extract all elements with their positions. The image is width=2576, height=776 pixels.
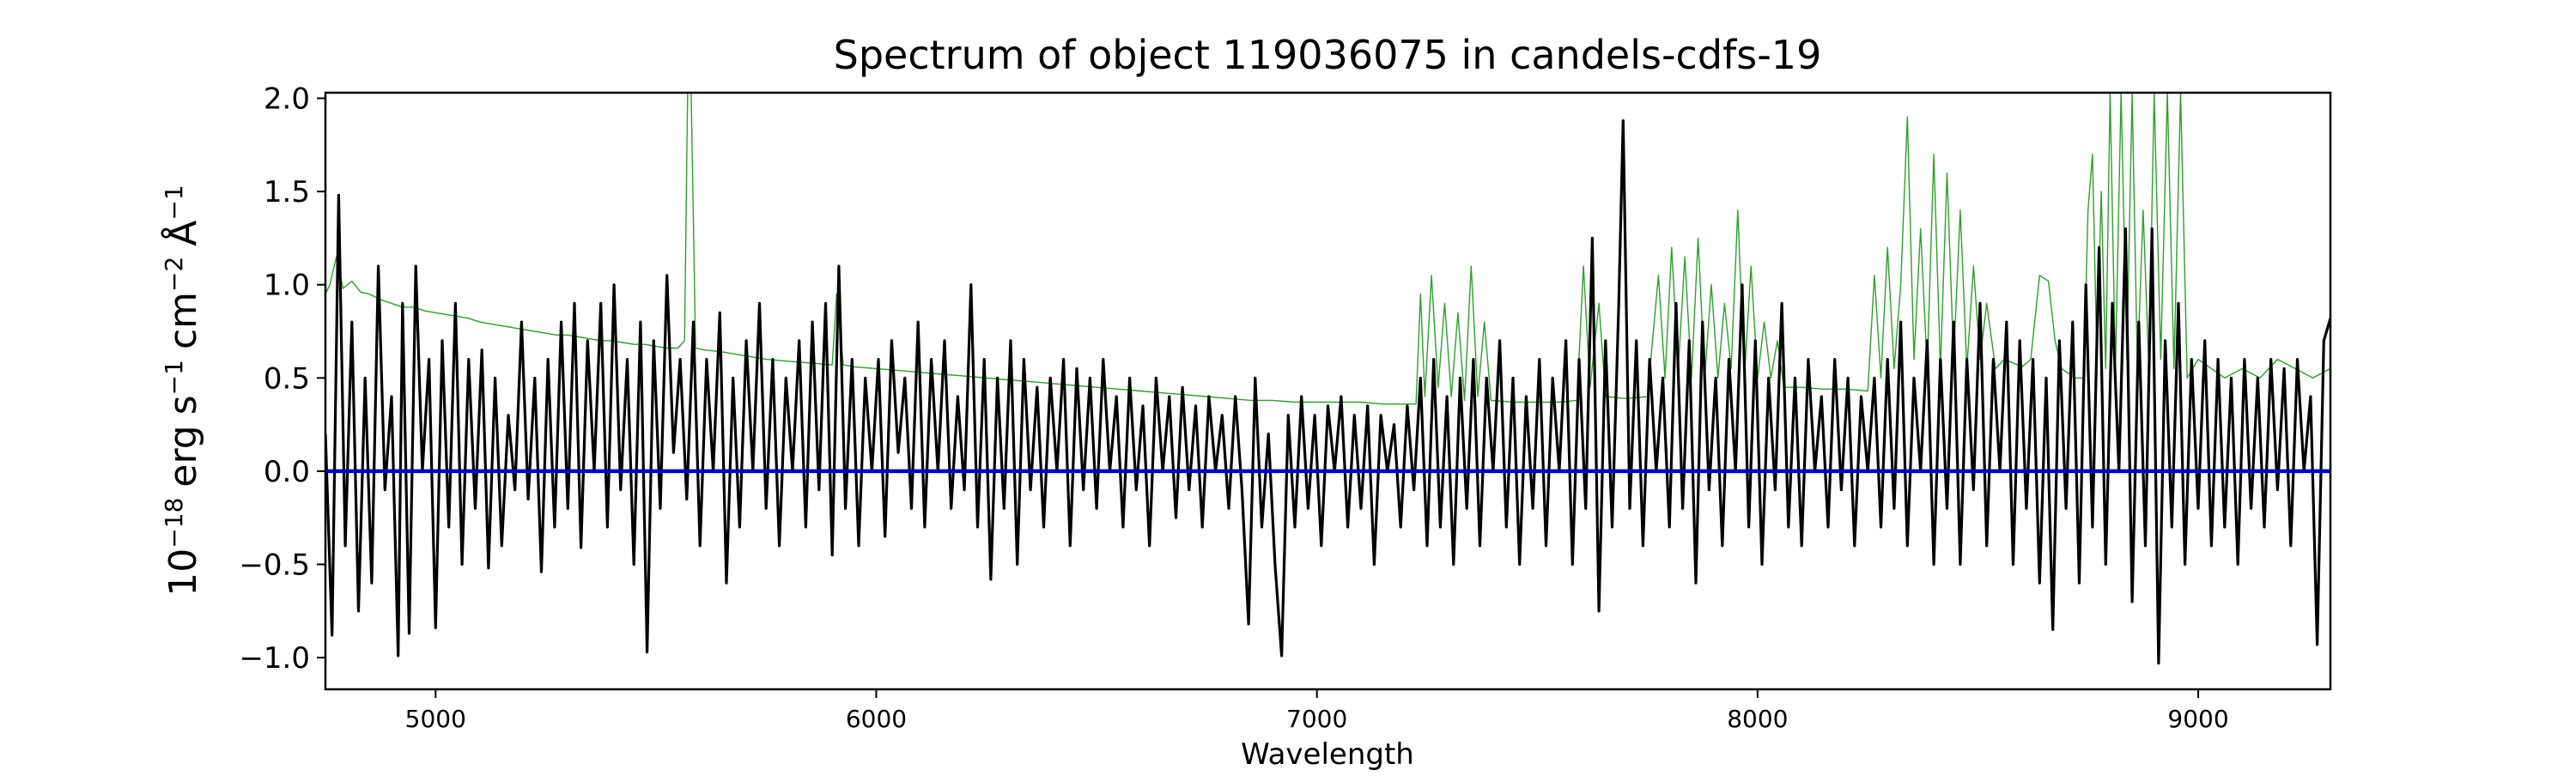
- flux-series-line: [325, 119, 2330, 665]
- axes-frame: [324, 91, 2332, 691]
- error-series-line: [325, 93, 2330, 405]
- chart-title: Spectrum of object 119036075 in candels-…: [834, 32, 1822, 78]
- y-axis-label-unit-exponent: −1: [160, 360, 188, 395]
- plot-area: [325, 93, 2330, 665]
- y-axis-label-exponent: −18: [160, 498, 188, 549]
- y-tick-label: −0.5: [239, 548, 310, 582]
- y-axis-label-base: 10: [161, 549, 205, 597]
- y-axis-label-unit: Å: [160, 221, 205, 246]
- y-tick-label: 0.5: [264, 361, 310, 396]
- y-axis-label-unit: erg: [161, 425, 205, 487]
- y-tick-label: 1.0: [264, 269, 310, 303]
- y-tick-label: −1.0: [239, 641, 310, 676]
- y-axis-label-unit-exponent: −2: [160, 257, 188, 292]
- y-tick-label: 2.0: [264, 82, 310, 117]
- y-axis-label-unit: s: [161, 395, 205, 415]
- x-tick-label: 6000: [846, 705, 907, 733]
- x-axis: 5000 6000 7000 8000 9000: [405, 689, 2229, 733]
- y-tick-label: 1.5: [264, 175, 310, 209]
- y-axis-label: 10−18ergs−1cm−2Å−1: [160, 185, 205, 596]
- y-axis-label-unit: cm: [161, 292, 205, 349]
- x-tick-label: 5000: [405, 705, 466, 733]
- x-tick-label: 9000: [2167, 705, 2228, 733]
- x-axis-label: Wavelength: [1241, 737, 1414, 772]
- y-axis: −1.0 −0.5 0.0 0.5 1.0 1.5 2.0: [239, 82, 325, 676]
- y-axis-label-unit-exponent: −1: [160, 185, 188, 220]
- y-tick-label: 0.0: [264, 455, 310, 489]
- x-tick-label: 7000: [1286, 705, 1347, 733]
- x-tick-label: 8000: [1727, 705, 1788, 733]
